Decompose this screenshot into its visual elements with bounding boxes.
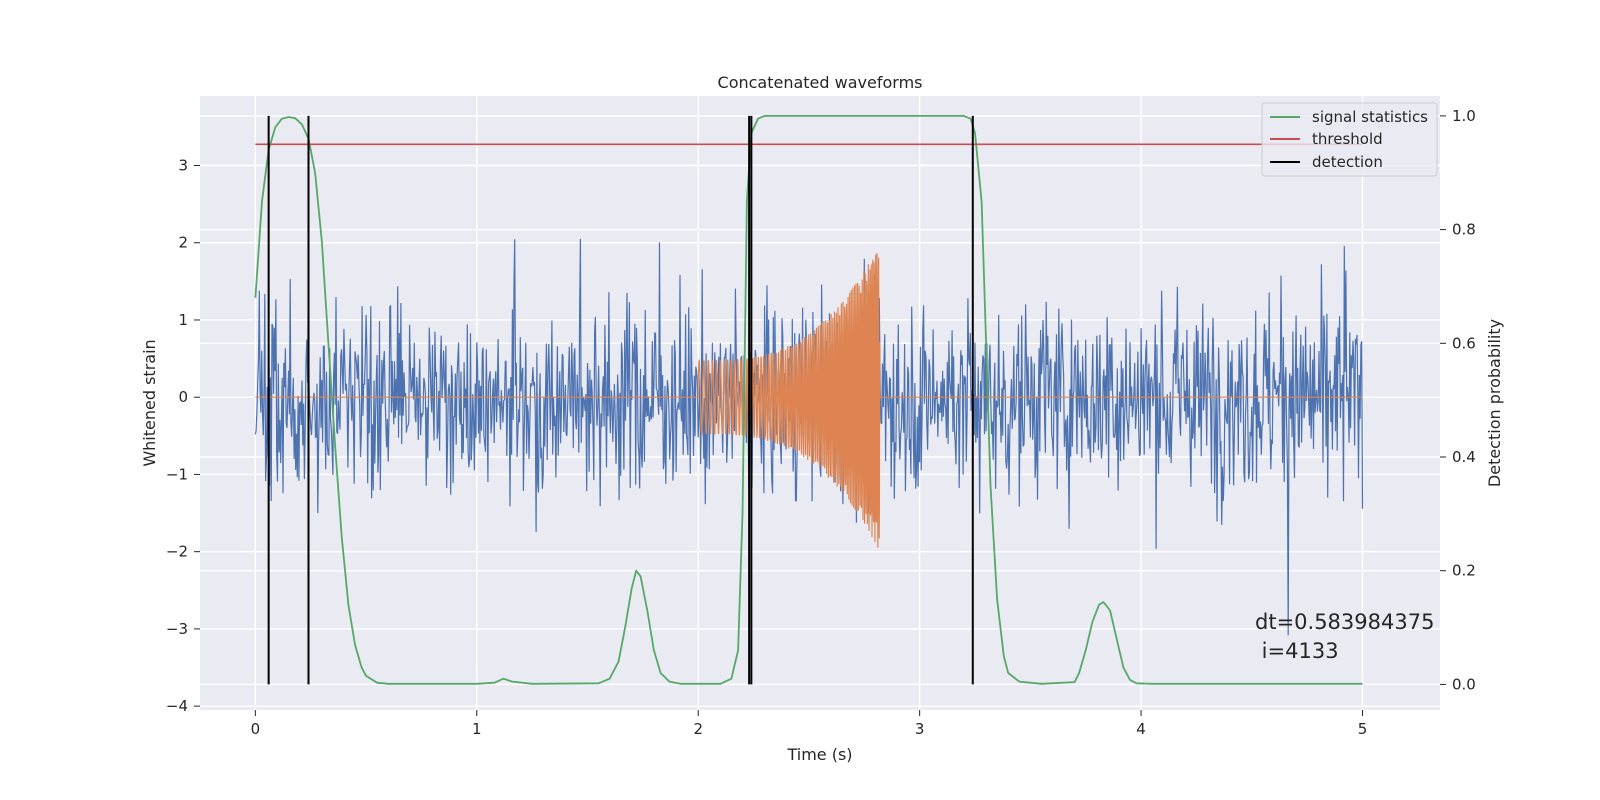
annotation-i: i=4133 — [1255, 639, 1339, 663]
y2-tick-label: 1.0 — [1452, 107, 1476, 125]
y2-tick-label: 0.2 — [1452, 562, 1476, 580]
x-tick-label: 3 — [915, 720, 925, 738]
axes-layer: 0 1 2 3 4 5 −4 −3 −2 −1 0 1 2 3 0.0 0.2 0.4 0.6 0.8 1.0 — [166, 107, 1476, 738]
y-tick-label: 1 — [178, 311, 188, 329]
x-tick-label: 1 — [472, 720, 482, 738]
y2-tick-label: 0.4 — [1452, 448, 1476, 466]
y-axis-label: Whitened strain — [140, 339, 159, 466]
y2-axis-label: Detection probability — [1485, 319, 1504, 487]
chart-title: Concatenated waveforms — [718, 73, 923, 92]
y-tick-label: 3 — [178, 157, 188, 175]
chirp-series-line — [255, 253, 1363, 548]
y-tick-label: −2 — [166, 543, 188, 561]
x-axis-label: Time (s) — [786, 745, 852, 764]
x-tick-label: 0 — [251, 720, 261, 738]
y2-tick-label: 0.6 — [1452, 334, 1476, 352]
y-tick-label: −3 — [166, 620, 188, 638]
legend-frame — [1261, 102, 1438, 177]
x-tick-label: 2 — [693, 720, 703, 738]
legend-label-threshold: threshold — [1312, 130, 1383, 148]
y-tick-label: −1 — [166, 465, 188, 483]
signal-statistics-line — [254, 115, 1363, 685]
y-tick-label: −4 — [166, 697, 188, 715]
y-tick-label: 2 — [178, 234, 188, 252]
x-tick-label: 4 — [1136, 720, 1146, 738]
y2-tick-label: 0.0 — [1452, 675, 1476, 693]
legend: signal statistics threshold detection — [1261, 102, 1438, 177]
annotation-dt: dt=0.583984375 — [1255, 610, 1434, 634]
x-tick-label: 5 — [1358, 720, 1368, 738]
annotations: dt=0.583984375 i=4133 — [1255, 610, 1434, 663]
y2-tick-label: 0.8 — [1452, 221, 1476, 239]
y-tick-label: 0 — [178, 388, 188, 406]
series-layer — [254, 115, 1364, 685]
legend-label-detection: detection — [1312, 153, 1383, 171]
legend-label-signal-statistics: signal statistics — [1312, 108, 1428, 126]
